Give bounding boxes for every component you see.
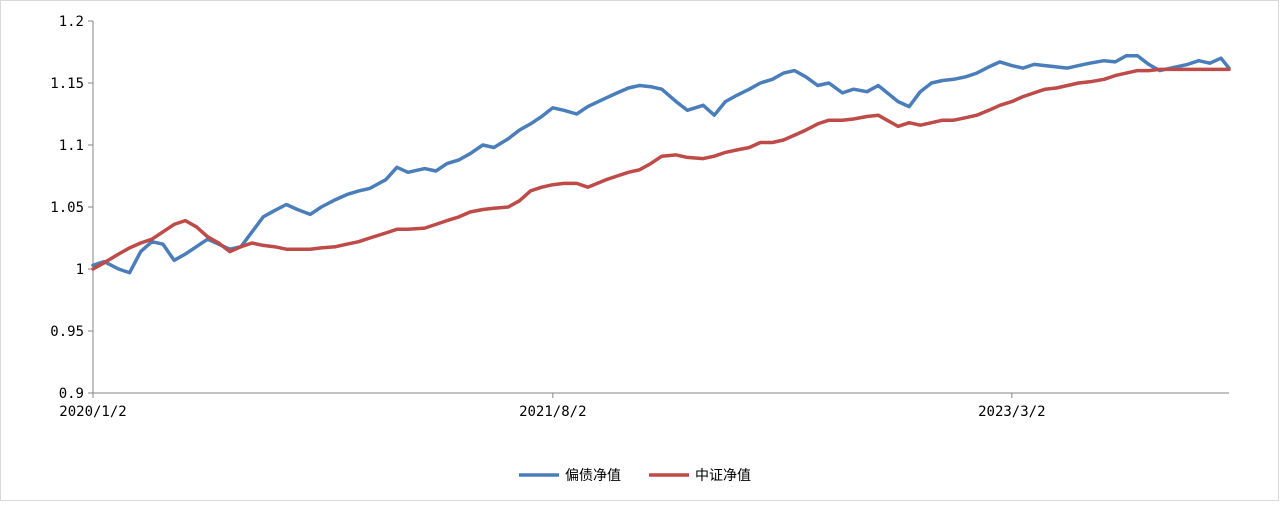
x-axis: 2020/1/2 2021/8/2 2023/3/2: [59, 392, 1229, 420]
legend-label-2: 中证净值: [695, 468, 751, 484]
y-tick-label: 0.95: [50, 324, 84, 340]
y-tick-label: 1.05: [50, 200, 84, 216]
y-axis: 0.9 0.95 1 1.05 1.1 1.15 1.2: [50, 14, 94, 402]
legend: 偏债净值 中证净值: [519, 468, 751, 484]
y-tick-label: 1.2: [59, 14, 84, 30]
legend-label-1: 偏债净值: [565, 468, 621, 484]
series-layer: [91, 53, 1231, 275]
y-tick-label: 1.15: [50, 76, 84, 92]
x-tick-label: 2020/1/2: [59, 404, 126, 420]
y-tick-label: 1: [76, 262, 84, 278]
x-tick-label: 2021/8/2: [519, 404, 586, 420]
y-tick-label: 0.9: [59, 386, 84, 402]
x-tick-label: 2023/3/2: [978, 404, 1045, 420]
y-tick-label: 1.1: [59, 138, 84, 154]
series-line-1: [91, 53, 1231, 275]
series-line-2: [91, 67, 1231, 271]
